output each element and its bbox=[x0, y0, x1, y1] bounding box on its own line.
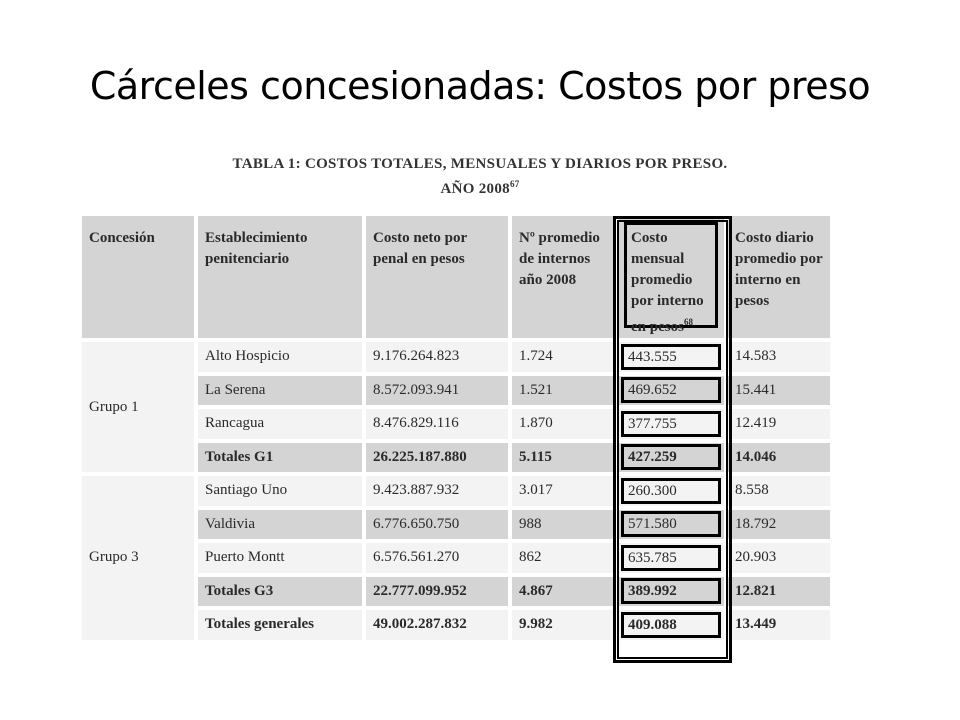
cell-costo-neto: 9.423.887.932 bbox=[366, 476, 512, 510]
header-costo-mensual: Costo mensual promedio por interno en pe… bbox=[618, 216, 728, 342]
cell-costo-neto: 26.225.187.880 bbox=[366, 442, 512, 476]
highlight-box: 377.755 bbox=[621, 410, 721, 437]
cell-costo-neto: 8.572.093.941 bbox=[366, 375, 512, 409]
table-header-row: Concesión Establecimiento penitenciario … bbox=[82, 216, 834, 342]
table-row: La Serena 8.572.093.941 1.521 469.652 15.441 bbox=[82, 375, 834, 409]
cell-establecimiento: Santiago Uno bbox=[198, 476, 366, 510]
cell-diario: 14.583 bbox=[728, 342, 834, 376]
cell-establecimiento: Totales G1 bbox=[198, 442, 366, 476]
cell-mensual: 389.992 bbox=[618, 576, 728, 610]
cell-establecimiento: Totales G3 bbox=[198, 576, 366, 610]
cell-establecimiento: La Serena bbox=[198, 375, 366, 409]
table-row: Totales G3 22.777.099.952 4.867 389.992 12.8… bbox=[82, 576, 834, 610]
cell-diario: 15.441 bbox=[728, 375, 834, 409]
highlight-box: 427.259 bbox=[621, 444, 721, 471]
cell-establecimiento: Alto Hospicio bbox=[198, 342, 366, 376]
cell-mensual: 377.755 bbox=[618, 409, 728, 443]
costs-table-container: Concesión Establecimiento penitenciario … bbox=[82, 216, 834, 652]
cell-diario: 12.419 bbox=[728, 409, 834, 443]
group-name-cell: Grupo 1 bbox=[82, 342, 198, 476]
cell-internos: 862 bbox=[512, 543, 618, 577]
cell-internos: 4.867 bbox=[512, 576, 618, 610]
highlight-box: 571.580 bbox=[621, 511, 721, 538]
cell-costo-neto: 6.776.650.750 bbox=[366, 509, 512, 543]
highlight-box: 260.300 bbox=[621, 477, 721, 504]
header-costo-neto: Costo neto por penal en pesos bbox=[366, 216, 512, 342]
cell-internos: 9.982 bbox=[512, 610, 618, 644]
cell-costo-neto: 49.002.287.832 bbox=[366, 610, 512, 644]
cell-diario: 12.821 bbox=[728, 576, 834, 610]
highlight-box: 409.088 bbox=[621, 611, 721, 638]
highlight-box: 635.785 bbox=[621, 544, 721, 571]
cell-internos: 988 bbox=[512, 509, 618, 543]
cell-diario: 20.903 bbox=[728, 543, 834, 577]
table-body: Grupo 1 Alto Hospicio 9.176.264.823 1.724 44… bbox=[82, 342, 834, 644]
cell-mensual: 571.580 bbox=[618, 509, 728, 543]
header-internos: Nº promedio de internos año 2008 bbox=[512, 216, 618, 342]
table-row: Totales generales 49.002.287.832 9.982 409.… bbox=[82, 610, 834, 644]
table-row: Grupo 3 Santiago Uno 9.423.887.932 3.017 260… bbox=[82, 476, 834, 644]
cell-internos: 3.017 bbox=[512, 476, 618, 510]
highlight-box: 469.652 bbox=[621, 377, 721, 404]
cell-establecimiento: Rancagua bbox=[198, 409, 366, 443]
table-caption: TABLA 1: COSTOS TOTALES, MENSUALES Y DIA… bbox=[120, 154, 840, 199]
table-row: Rancagua 8.476.829.116 1.870 377.755 12.419 bbox=[82, 409, 834, 443]
cell-mensual: 260.300 bbox=[618, 476, 728, 510]
cell-mensual: 469.652 bbox=[618, 375, 728, 409]
cell-mensual: 635.785 bbox=[618, 543, 728, 577]
header-footnote-mark: 68 bbox=[683, 317, 693, 327]
cell-mensual: 427.259 bbox=[618, 442, 728, 476]
header-costo-diario: Costo diario promedio por interno en pes… bbox=[728, 216, 834, 342]
header-concesion: Concesión bbox=[82, 216, 198, 342]
highlight-box: 389.992 bbox=[621, 578, 721, 605]
cell-internos: 1.870 bbox=[512, 409, 618, 443]
cell-internos: 1.724 bbox=[512, 342, 618, 376]
cell-mensual: 409.088 bbox=[618, 610, 728, 644]
cell-costo-neto: 8.476.829.116 bbox=[366, 409, 512, 443]
cell-costo-neto: 6.576.561.270 bbox=[366, 543, 512, 577]
cell-diario: 13.449 bbox=[728, 610, 834, 644]
cell-establecimiento: Puerto Montt bbox=[198, 543, 366, 577]
group-name-cell: Grupo 3 bbox=[82, 476, 198, 644]
table-row: Puerto Montt 6.576.561.270 862 635.785 20.90… bbox=[82, 543, 834, 577]
highlight-box: Costo mensual promedio por interno en pe… bbox=[624, 222, 718, 335]
costs-table: Concesión Establecimiento penitenciario … bbox=[82, 216, 834, 644]
caption-line-2: AÑO 200867 bbox=[440, 179, 520, 197]
cell-costo-neto: 22.777.099.952 bbox=[366, 576, 512, 610]
cell-mensual: 443.555 bbox=[618, 342, 728, 376]
cell-diario: 8.558 bbox=[728, 476, 834, 510]
cell-diario: 18.792 bbox=[728, 509, 834, 543]
table-row: Grupo 1 Alto Hospicio 9.176.264.823 1.724 44… bbox=[82, 342, 834, 476]
cell-establecimiento: Valdivia bbox=[198, 509, 366, 543]
cell-diario: 14.046 bbox=[728, 442, 834, 476]
header-establecimiento: Establecimiento penitenciario bbox=[198, 216, 366, 342]
caption-line-1: TABLA 1: COSTOS TOTALES, MENSUALES Y DIA… bbox=[232, 156, 728, 172]
cell-internos: 5.115 bbox=[512, 442, 618, 476]
table-row: Totales G1 26.225.187.880 5.115 427.259 14.0… bbox=[82, 442, 834, 476]
slide-title: Cárceles concesionadas: Costos por preso bbox=[89, 64, 871, 108]
cell-establecimiento: Totales generales bbox=[198, 610, 366, 644]
cell-internos: 1.521 bbox=[512, 375, 618, 409]
caption-footnote-mark: 67 bbox=[509, 179, 520, 189]
cell-costo-neto: 9.176.264.823 bbox=[366, 342, 512, 376]
highlight-box: 443.555 bbox=[621, 343, 721, 370]
